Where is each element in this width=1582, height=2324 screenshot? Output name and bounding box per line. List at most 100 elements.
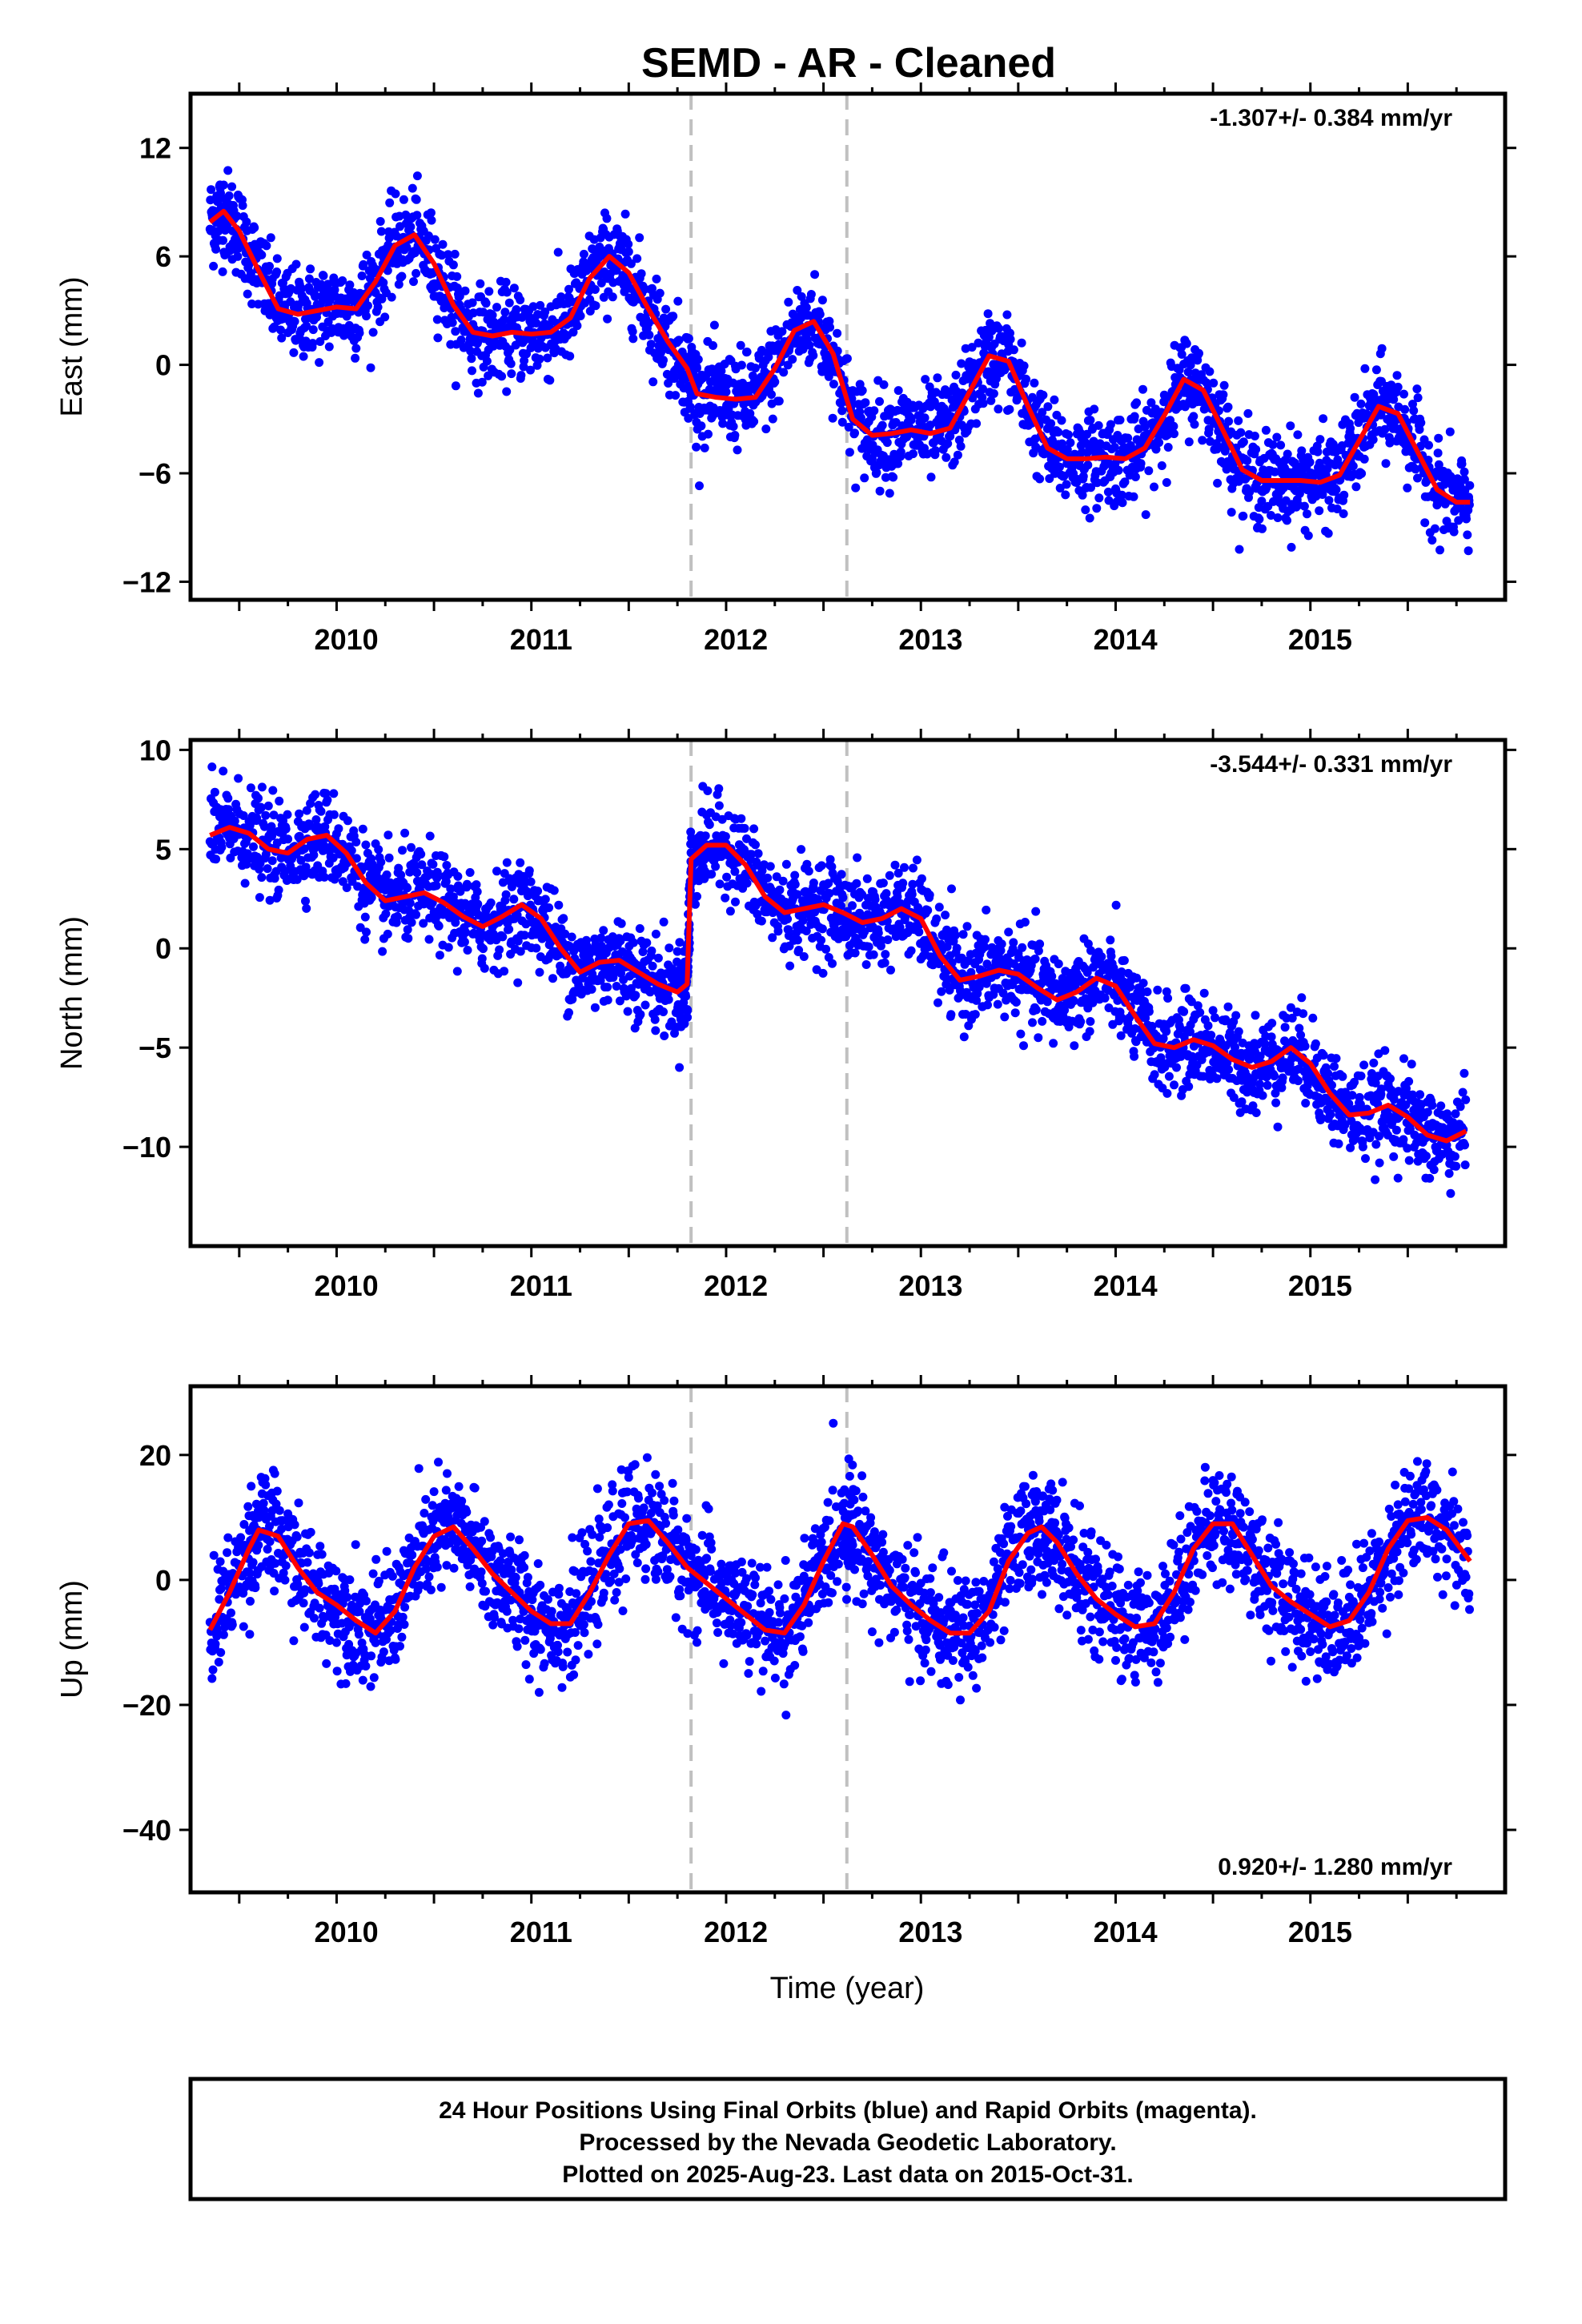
data-point-2405 [1357,468,1367,478]
data-point-107 [257,782,267,792]
data-point-1856 [1090,404,1099,414]
data-point-1434 [884,455,893,464]
data-point-1609 [959,1032,969,1042]
data-point-631 [512,911,522,920]
data-point-2253 [1273,1122,1283,1132]
data-point-1913 [1117,490,1126,500]
data-point-555 [466,346,476,356]
data-point-69 [239,811,248,820]
data-point-1278 [798,915,808,925]
data-point-1090 [707,870,717,879]
data-point-2252 [1283,516,1291,525]
data-point-741 [556,292,566,302]
data-point-1843 [1083,460,1093,470]
data-point-1379 [848,901,857,911]
data-point-933 [660,1031,669,1040]
data-point-246 [315,337,325,346]
data-point-2556 [1430,524,1439,533]
data-point-1043 [693,355,703,364]
data-point-432 [406,222,416,231]
data-point-1925 [1123,433,1133,443]
data-point-97 [243,289,252,299]
data-point-1318 [817,924,827,934]
data-point-111 [250,223,259,232]
data-point-2167 [1231,1011,1241,1020]
data-point-133 [270,874,279,883]
data-point-2109 [1213,478,1223,488]
data-point-1937 [1129,492,1138,501]
data-point-1731 [1019,1041,1028,1051]
data-point-395 [398,846,407,855]
data-point-1098 [711,862,721,871]
data-point-624 [509,895,519,904]
data-point-1211 [765,862,775,871]
data-point-368 [384,853,394,862]
data-point-2188 [1251,444,1261,454]
data-point-523 [460,937,469,947]
data-point-51 [223,166,233,175]
data-point-1423 [869,950,878,959]
data-point-2447 [1377,344,1387,353]
data-point-241 [323,795,332,805]
data-point-619 [497,372,507,381]
data-point-1627 [978,384,987,394]
data-point-914 [650,1015,660,1024]
data-point-1607 [958,930,968,939]
data-point-253 [319,271,328,280]
data-point-845 [616,919,626,928]
data-point-796 [583,263,592,272]
data-point-1389 [853,853,862,862]
data-point-1413 [864,942,873,951]
data-point-2436 [1371,365,1381,375]
data-point-803 [596,933,606,943]
data-point-1337 [827,862,837,871]
data-point-2120 [1208,1006,1218,1015]
figure-title: SEMD - AR - Cleaned [641,40,1056,86]
data-point-321 [362,927,371,937]
data-point-2008 [1163,443,1173,452]
data-point-684 [528,302,538,312]
data-point-888 [628,327,637,336]
data-point-858 [623,1007,632,1016]
data-point-89 [249,842,258,851]
data-point-2195 [1255,514,1264,524]
data-point-1251 [785,961,795,971]
data-point-1502 [907,890,917,899]
data-point-571 [473,388,483,398]
data-point-904 [645,987,655,997]
data-point-1906 [1114,465,1123,475]
data-point-1274 [797,845,806,854]
data-point-198 [302,903,311,913]
data-point-1349 [842,354,852,364]
data-point-1325 [821,944,831,954]
data-point-1477 [895,923,905,932]
data-point-1267 [793,935,802,945]
data-point-2369 [1339,490,1349,500]
data-point-1007 [684,334,693,344]
data-point-1797 [1061,490,1070,500]
data-point-1686 [997,939,1006,949]
data-point-2226 [1260,1039,1270,1048]
data-point-1045 [695,481,704,491]
data-point-2382 [1346,424,1355,433]
data-point-165 [276,325,285,335]
data-point-389 [385,198,395,207]
data-point-2263 [1278,1073,1287,1083]
data-point-1971 [1136,990,1145,999]
data-point-1574 [942,942,952,951]
data-point-1483 [898,879,908,888]
y-axis-label: East (mm) [55,276,89,416]
x-tick-label: 2015 [1288,623,1352,656]
data-point-452 [425,831,435,841]
data-point-1100 [721,387,731,396]
data-point-2179 [1237,1097,1247,1107]
data-point-604 [500,967,509,976]
data-point-119 [254,300,263,309]
data-point-1999 [1159,397,1169,407]
data-point-1215 [777,327,787,336]
data-point-1792 [1049,1039,1058,1048]
data-point-1255 [797,292,806,301]
data-point-3 [207,185,216,195]
data-point-1037 [692,442,701,452]
data-point-17 [211,244,221,254]
